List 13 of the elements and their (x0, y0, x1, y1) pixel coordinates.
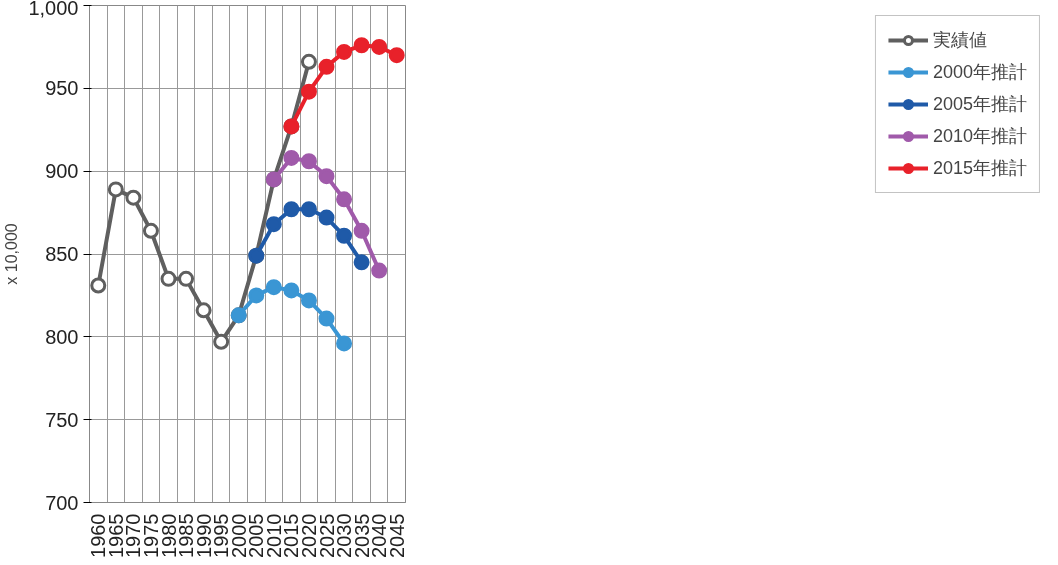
y-tick-label: 750 (45, 408, 79, 431)
y-tick-label: 700 (45, 491, 79, 514)
y-tick-label: 1,000 (28, 0, 79, 19)
y-axis-title: x 10,000 (3, 223, 21, 285)
legend-label: 2005年推計 (932, 93, 1027, 116)
legend-label: 2015年推計 (932, 157, 1027, 180)
legend-label: 実績値 (932, 29, 987, 52)
legend-label: 2000年推計 (932, 61, 1027, 84)
y-tick-label: 950 (45, 77, 79, 100)
legend-label: 2010年推計 (932, 125, 1027, 148)
y-tick-label: 900 (45, 160, 79, 183)
y-tick-label: 800 (45, 325, 79, 348)
y-tick-label: 850 (45, 243, 79, 265)
